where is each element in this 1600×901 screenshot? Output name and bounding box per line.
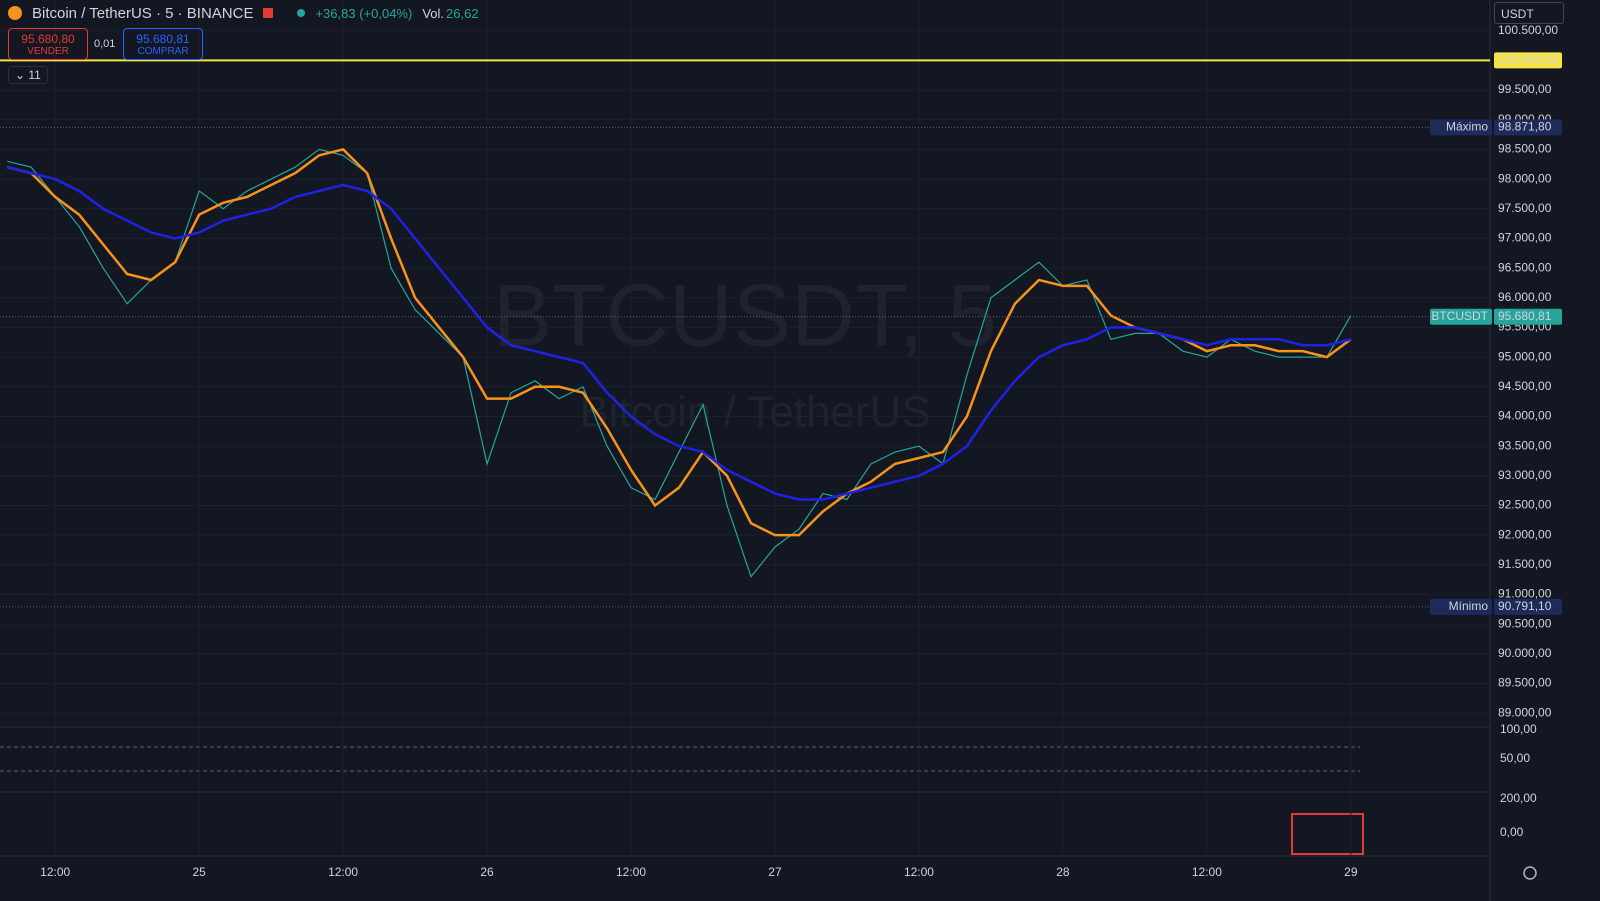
price-name: BTCUSDT xyxy=(1431,309,1488,323)
y-tick-label: 94.000,00 xyxy=(1498,409,1552,423)
price-label: 95.680,81 xyxy=(1498,309,1552,323)
y-tick-label: 97.500,00 xyxy=(1498,201,1552,215)
y-tick-label: 92.500,00 xyxy=(1498,498,1552,512)
x-tick-label: 12:00 xyxy=(40,865,70,879)
price-name-bg xyxy=(1430,308,1492,325)
x-tick-label: 12:00 xyxy=(616,865,646,879)
y-tick-label: 90.500,00 xyxy=(1498,616,1552,630)
indicators-count: 11 xyxy=(28,68,41,82)
flag[interactable] xyxy=(263,8,274,18)
y-tick-label: 89.500,00 xyxy=(1498,676,1552,690)
y-tick-label: 96.000,00 xyxy=(1498,290,1552,304)
x-tick-label: 12:00 xyxy=(1192,865,1222,879)
sell-label: VENDER xyxy=(27,45,69,57)
x-tick-label: 12:00 xyxy=(904,865,934,879)
watermark-name: Bitcoin / TetherUS xyxy=(579,388,930,437)
buy-button[interactable]: 95.680,81 COMPRAR xyxy=(123,28,203,60)
buy-label: COMPRAR xyxy=(137,45,189,57)
y-tick-label: 91.500,00 xyxy=(1498,557,1552,571)
price-label: 98.871,80 xyxy=(1498,120,1552,134)
y-tick-label: 94.500,00 xyxy=(1498,379,1552,393)
rsi-tick: 100,00 xyxy=(1500,722,1537,736)
price-label-bg xyxy=(1494,52,1562,69)
sell-button[interactable]: 95.680,80 VENDER xyxy=(8,28,88,60)
symbol[interactable]: Bitcoin / TetherUS · 5 · BINANCE xyxy=(32,4,254,22)
highlight-box xyxy=(1291,813,1364,855)
price-name-bg xyxy=(1430,119,1492,136)
rsi-tick: 50,00 xyxy=(1500,751,1530,765)
x-tick-label: 29 xyxy=(1344,865,1358,879)
price-name: Mínimo xyxy=(1449,599,1489,613)
volume: 26,62 xyxy=(446,5,479,21)
x-tick-label: 26 xyxy=(480,865,494,879)
header: Bitcoin / TetherUS · 5 · BINANCE +36,83 … xyxy=(0,0,479,26)
settings-icon[interactable] xyxy=(1523,866,1537,880)
y-tick-label: 93.500,00 xyxy=(1498,438,1552,452)
price-label: 90.791,10 xyxy=(1498,599,1552,613)
series-line xyxy=(7,148,1352,578)
osc-tick: 200,00 xyxy=(1500,791,1537,805)
spread: 0,01 xyxy=(94,38,116,50)
y-tick-label: 93.000,00 xyxy=(1498,468,1552,482)
y-tick-label: 91.000,00 xyxy=(1498,587,1552,601)
x-tick-label: 12:00 xyxy=(328,865,358,879)
buy-price: 95.680,81 xyxy=(136,31,190,46)
y-tick-label: 98.000,00 xyxy=(1498,171,1552,185)
x-tick-label: 28 xyxy=(1056,865,1070,879)
y-tick-label: 97.000,00 xyxy=(1498,231,1552,245)
x-tick-label: 25 xyxy=(192,865,206,879)
price-name-bg xyxy=(1430,598,1492,615)
x-tick-label: 27 xyxy=(768,865,782,879)
watermark-ticker: BTCUSDT, 5 xyxy=(493,265,997,364)
y-tick-label: 99.500,00 xyxy=(1498,82,1552,96)
y-tick-label: 100.500,00 xyxy=(1498,23,1558,37)
sell-price: 95.680,80 xyxy=(21,31,75,46)
change: +36,83 (+0,04%) xyxy=(315,5,413,21)
series-line xyxy=(6,148,1352,537)
currency-select[interactable]: USDT xyxy=(1494,2,1564,24)
price-name: Máximo xyxy=(1446,120,1488,134)
status-dot xyxy=(297,9,306,17)
price-label-bg xyxy=(1494,598,1562,615)
volume-label: Vol. xyxy=(422,5,445,21)
y-tick-label: 98.500,00 xyxy=(1498,142,1552,156)
y-tick-label: 96.500,00 xyxy=(1498,260,1552,274)
y-tick-label: 89.000,00 xyxy=(1498,705,1552,719)
series-line xyxy=(6,166,1352,501)
osc-tick: 0,00 xyxy=(1500,825,1524,839)
price-label-bg xyxy=(1494,119,1562,136)
indicators-toggle[interactable]: ⌄ 11 xyxy=(8,66,48,84)
price-label: 100.000,00 xyxy=(1498,53,1558,67)
price-label-bg xyxy=(1494,308,1562,325)
coin-icon xyxy=(8,6,22,20)
y-tick-label: 90.000,00 xyxy=(1498,646,1552,660)
y-tick-label: 92.000,00 xyxy=(1498,527,1552,541)
y-tick-label: 95.000,00 xyxy=(1498,349,1552,363)
